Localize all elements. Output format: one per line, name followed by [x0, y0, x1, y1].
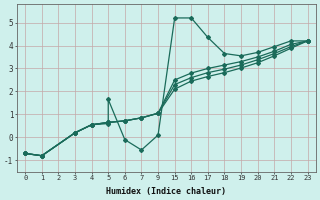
X-axis label: Humidex (Indice chaleur): Humidex (Indice chaleur)	[106, 187, 226, 196]
